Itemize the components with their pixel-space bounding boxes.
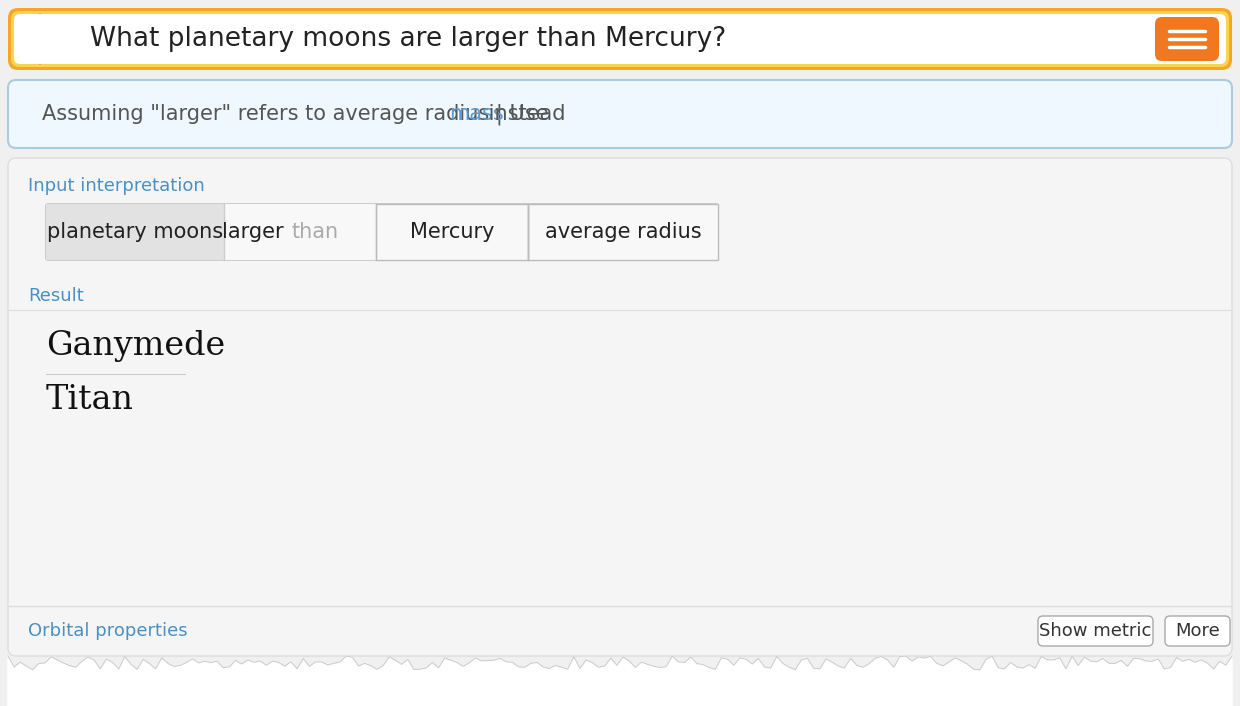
Text: Show metric: Show metric [1039, 622, 1152, 640]
FancyBboxPatch shape [1038, 616, 1153, 646]
Text: Orbital properties: Orbital properties [29, 622, 187, 640]
Polygon shape [27, 26, 53, 52]
Text: larger: larger [222, 222, 290, 242]
FancyBboxPatch shape [7, 8, 1233, 70]
Text: Titan: Titan [46, 384, 134, 416]
Text: What planetary moons are larger than Mercury?: What planetary moons are larger than Mer… [91, 26, 727, 52]
Bar [528, 204, 718, 260]
Bar [46, 204, 224, 260]
Text: instead: instead [482, 104, 565, 124]
Bar [224, 204, 376, 260]
Bar [528, 204, 718, 260]
Polygon shape [20, 18, 61, 59]
FancyBboxPatch shape [1154, 17, 1219, 61]
Text: More: More [1176, 622, 1220, 640]
Bar [376, 204, 528, 260]
Text: Input interpretation: Input interpretation [29, 177, 205, 195]
FancyBboxPatch shape [14, 14, 1226, 64]
Text: than: than [291, 222, 339, 242]
FancyBboxPatch shape [7, 80, 1233, 148]
Text: planetary moons: planetary moons [47, 222, 223, 242]
Polygon shape [29, 28, 51, 50]
Polygon shape [14, 13, 66, 65]
Bar [376, 204, 528, 260]
Text: Mercury: Mercury [409, 222, 495, 242]
FancyBboxPatch shape [11, 11, 1229, 67]
Polygon shape [7, 656, 1233, 706]
FancyBboxPatch shape [45, 203, 719, 261]
Text: mass: mass [449, 104, 503, 124]
FancyBboxPatch shape [1166, 616, 1230, 646]
Text: Result: Result [29, 287, 84, 305]
Text: Assuming "larger" refers to average radius | Use: Assuming "larger" refers to average radi… [42, 103, 556, 125]
Text: Ganymede: Ganymede [46, 330, 226, 362]
Text: average radius: average radius [544, 222, 702, 242]
FancyBboxPatch shape [7, 158, 1233, 656]
